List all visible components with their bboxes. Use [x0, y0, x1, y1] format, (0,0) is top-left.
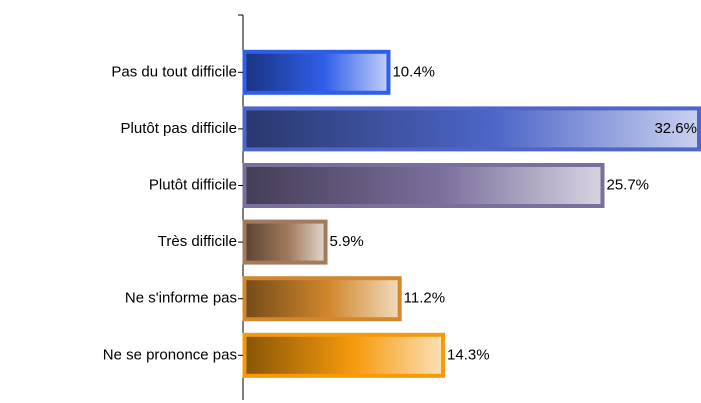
value-label: 32.6%: [654, 120, 697, 137]
y-tick-label: Ne s'informe pas: [125, 290, 237, 307]
y-tick-label: Ne se prononce pas: [103, 346, 237, 363]
value-label: 25.7%: [606, 176, 649, 193]
bar: [242, 106, 701, 152]
y-tick-label: Plutôt difficile: [149, 176, 237, 193]
value-label: 10.4%: [392, 63, 435, 80]
y-tick-label: Pas du tout difficile: [111, 63, 237, 80]
value-label: 11.2%: [404, 290, 445, 307]
y-tick-label: Très difficile: [158, 233, 237, 250]
value-label: 5.9%: [330, 233, 364, 250]
bar: [242, 219, 328, 265]
bar: [242, 276, 402, 322]
bar: [242, 163, 605, 208]
y-tick-label: Plutôt pas difficile: [121, 120, 237, 137]
bar: [242, 332, 446, 378]
bar: [242, 49, 391, 95]
value-label: 14.3%: [447, 346, 490, 363]
